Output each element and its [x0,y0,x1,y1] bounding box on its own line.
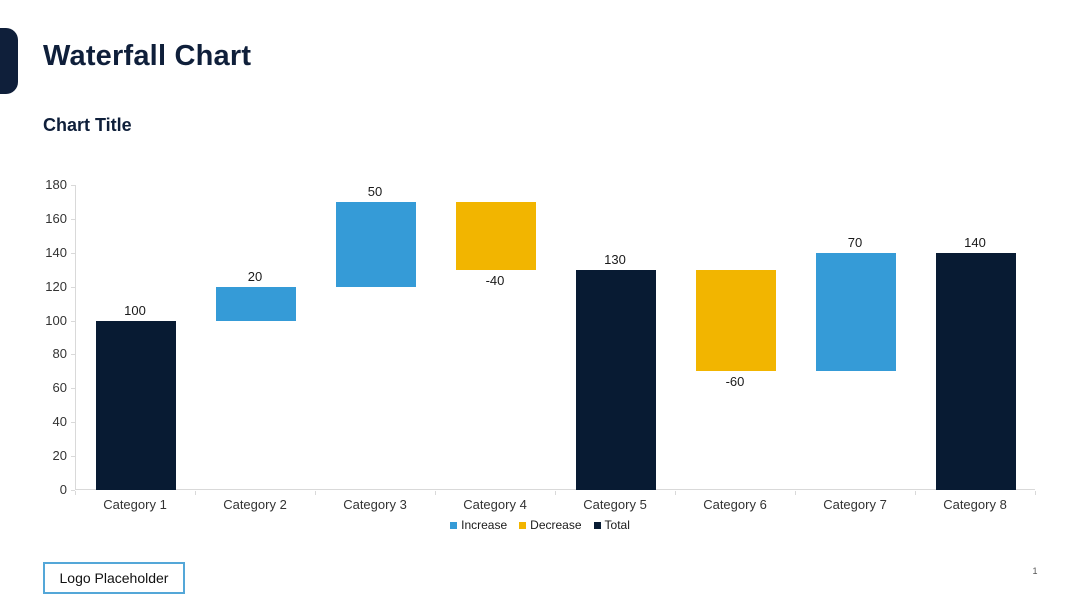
x-axis-category-label: Category 8 [943,497,1007,512]
waterfall-bar-2 [216,286,296,321]
bar-value-label: 70 [847,234,863,250]
legend-label: Increase [461,518,508,532]
waterfall-chart-plot-area [75,185,1035,490]
y-axis-tick-mark [71,422,75,424]
waterfall-bar-1 [96,320,176,490]
waterfall-bar-6 [696,269,776,372]
bar-value-label: 20 [247,268,263,284]
x-axis-category-label: Category 6 [703,497,767,512]
legend-swatch-icon [593,521,601,529]
bar-value-label: -40 [485,272,505,288]
y-axis-tick-label: 180 [45,177,67,192]
waterfall-bar-3 [336,201,416,287]
legend-label: Decrease [530,518,582,532]
legend-swatch-icon [450,521,458,529]
y-axis-tick-label: 20 [52,448,67,464]
x-axis-tick-mark [315,491,316,495]
waterfall-bar-5 [576,269,656,490]
y-axis-tick-mark [71,456,75,458]
y-axis-tick-mark [71,320,75,322]
x-axis-category-label: Category 4 [463,497,527,512]
bar-value-label: 130 [604,251,626,267]
x-axis-category-label: Category 5 [583,497,647,512]
x-axis-tick-mark [555,491,556,495]
page-number: 1 [1032,566,1038,576]
bar-value-label: -60 [725,374,745,390]
y-axis-tick-mark [71,490,75,491]
x-axis-category-label: Category 2 [223,497,287,512]
bar-value-label: 100 [124,302,146,318]
legend-item-increase: Increase [450,518,507,532]
logo-placeholder-label: Logo Placeholder [59,570,169,586]
y-axis-tick-label: 160 [45,210,67,226]
y-axis-tick-mark [71,388,75,390]
y-axis-tick-mark [71,185,75,186]
x-axis-category-label: Category 1 [103,497,167,512]
waterfall-bar-7 [816,252,896,372]
y-axis-tick-mark [71,218,75,220]
y-axis-tick-mark [71,252,75,254]
legend-item-total: Total [593,518,630,532]
x-axis-category-label: Category 7 [823,497,887,512]
x-axis-tick-mark [915,491,916,495]
accent-pill-shape [0,28,18,94]
waterfall-bar-4 [456,201,536,270]
y-axis-tick-label: 120 [45,278,67,294]
y-axis-tick-label: 100 [45,312,67,328]
logo-placeholder[interactable]: Logo Placeholder [43,562,185,594]
y-axis-tick-label: 80 [52,346,67,362]
bar-value-label: 50 [367,183,383,199]
legend-swatch-icon [519,521,527,529]
x-axis-tick-mark [795,491,796,495]
bar-value-label: 140 [964,234,986,250]
x-axis-tick-mark [435,491,436,495]
chart-title: Chart Title [43,115,132,135]
y-axis-tick-label: 60 [52,380,67,396]
waterfall-bar-8 [936,252,1016,490]
x-axis-tick-mark [675,491,676,495]
x-axis-tick-mark [1035,491,1036,495]
y-axis-tick-label: 0 [59,482,67,497]
y-axis-tick-mark [71,354,75,356]
x-axis-tick-mark [75,491,76,495]
legend-item-decrease: Decrease [519,518,582,532]
y-axis-tick-label: 140 [45,244,67,260]
y-axis-tick-mark [71,286,75,288]
legend-label: Total [604,518,630,532]
x-axis-category-label: Category 3 [343,497,407,512]
slide-title: Waterfall Chart [43,40,252,72]
chart-legend: Increase Decrease Total [0,518,1080,532]
y-axis-tick-label: 40 [52,414,67,430]
x-axis-tick-mark [195,491,196,495]
